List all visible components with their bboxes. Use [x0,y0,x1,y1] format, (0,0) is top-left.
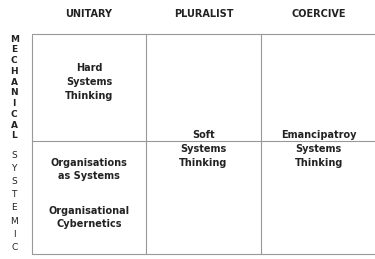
Text: Soft
Systems
Thinking: Soft Systems Thinking [179,130,228,168]
Text: UNITARY: UNITARY [66,9,112,19]
Text: L: L [11,131,17,140]
Text: C: C [11,56,18,65]
Text: C: C [11,110,18,119]
Text: Organisational
Cybernetics: Organisational Cybernetics [48,206,130,229]
Text: COERCIVE: COERCIVE [291,9,346,19]
Text: E: E [11,45,17,54]
Text: E: E [11,203,17,212]
Text: T: T [12,190,17,199]
Text: S: S [11,177,17,186]
Text: A: A [11,120,18,130]
Text: Y: Y [12,164,17,173]
Text: Emancipatroy
Systems
Thinking: Emancipatroy Systems Thinking [281,130,357,168]
Text: S: S [11,151,17,160]
Text: I: I [13,230,15,239]
Text: Hard
Systems
Thinking: Hard Systems Thinking [65,63,113,101]
Bar [32,34,375,254]
Text: I: I [13,99,16,108]
Text: H: H [10,67,18,76]
Text: C: C [11,243,17,252]
Text: M: M [10,217,18,226]
Text: PLURALIST: PLURALIST [174,9,233,19]
Text: N: N [10,88,18,97]
Text: M: M [10,34,19,44]
Text: Organisations
as Systems: Organisations as Systems [51,158,128,181]
Text: A: A [11,77,18,87]
